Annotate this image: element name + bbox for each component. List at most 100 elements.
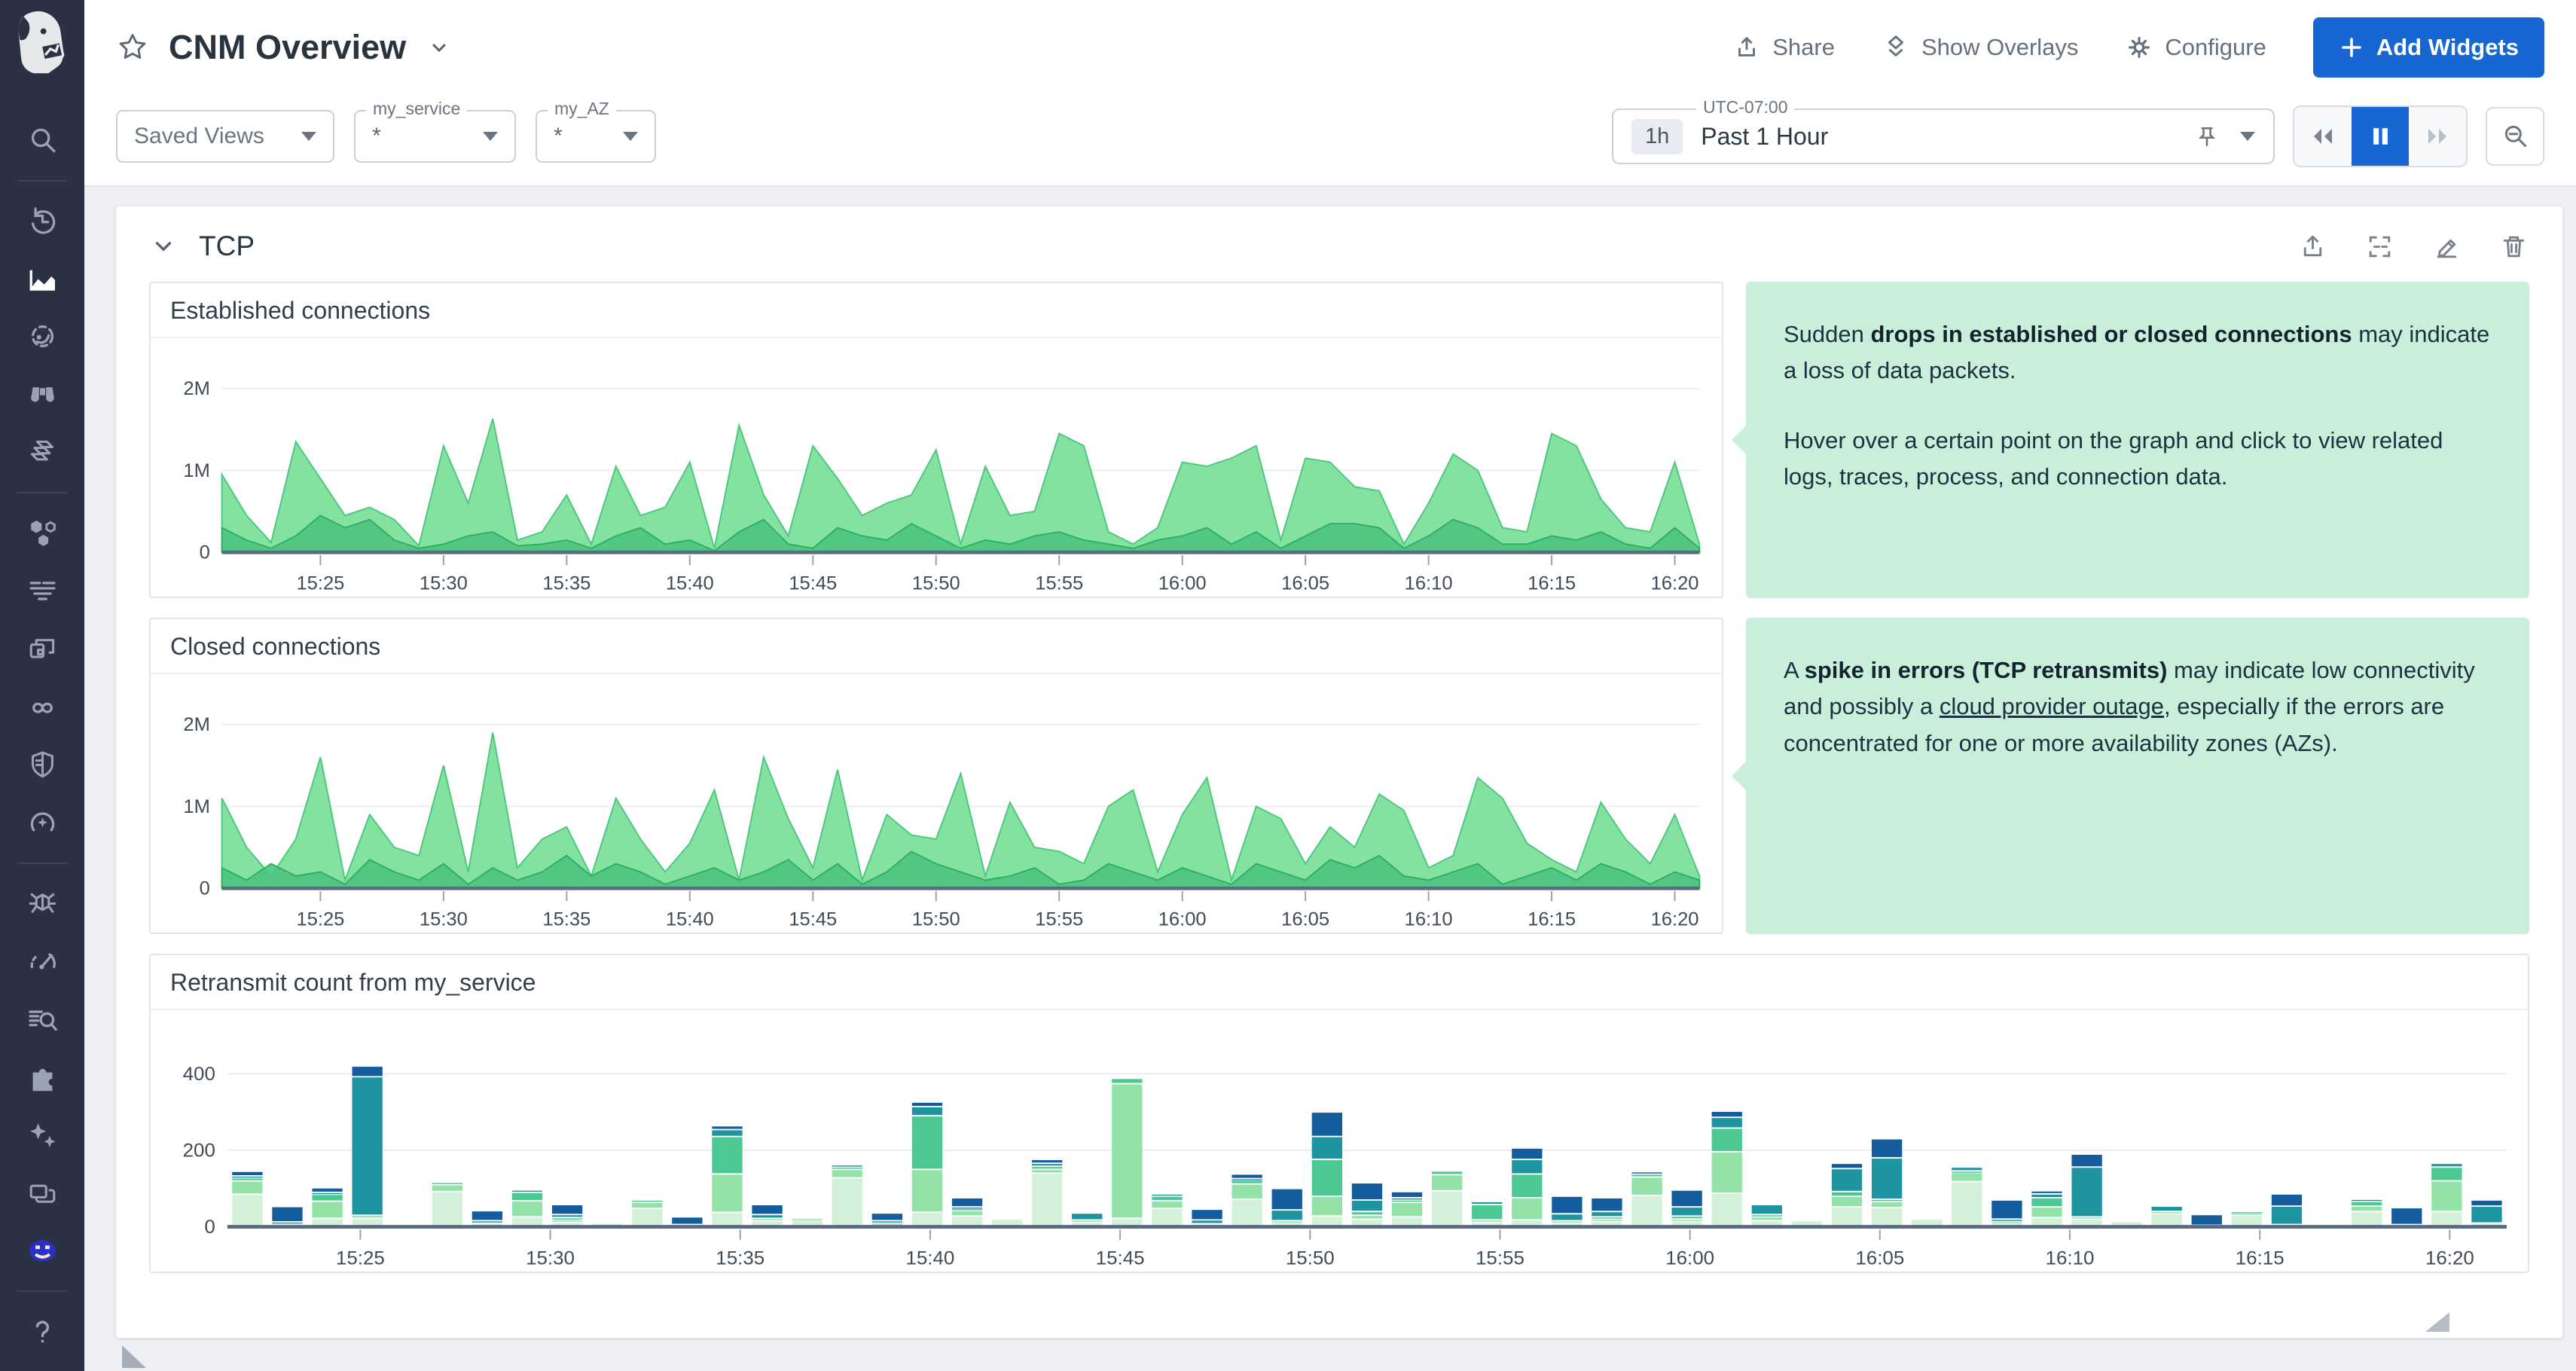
- group-resize-handle[interactable]: [2425, 1312, 2449, 1332]
- chevron-down-icon: [623, 132, 638, 141]
- sidebar-divider: [17, 1290, 67, 1292]
- widget-closed-connections[interactable]: Closed connections 01M2M15:2515:3015:351…: [149, 618, 1723, 934]
- svg-text:0: 0: [200, 878, 210, 899]
- variable-my-service-dropdown[interactable]: my_service *: [354, 110, 516, 163]
- pin-icon[interactable]: [2193, 123, 2220, 150]
- time-backward-button[interactable]: [2294, 107, 2352, 166]
- established-connections-chart[interactable]: 01M2M15:2515:3015:3515:4015:4515:5015:55…: [163, 344, 1710, 595]
- user-avatar[interactable]: [17, 1229, 67, 1272]
- add-widgets-button[interactable]: Add Widgets: [2313, 17, 2544, 78]
- sidebar: [0, 0, 84, 1371]
- time-pause-button[interactable]: [2352, 107, 2409, 166]
- time-playback-controls: [2293, 105, 2468, 167]
- saved-views-dropdown[interactable]: Saved Views: [116, 110, 334, 163]
- time-range-picker[interactable]: UTC-07:00 1h Past 1 Hour: [1612, 108, 2275, 164]
- page-title: CNM Overview: [169, 28, 406, 67]
- share-button[interactable]: Share: [1732, 33, 1835, 62]
- sidebar-item-dashboards[interactable]: [17, 258, 67, 301]
- sidebar-item-containers[interactable]: [17, 511, 67, 554]
- svg-text:15:40: 15:40: [905, 1248, 954, 1269]
- svg-text:15:30: 15:30: [526, 1248, 575, 1269]
- svg-text:15:55: 15:55: [1035, 909, 1083, 930]
- sidebar-item-search[interactable]: [17, 119, 67, 162]
- time-forward-button[interactable]: [2409, 107, 2466, 166]
- hexagons-icon: [25, 515, 60, 551]
- sidebar-item-ci[interactable]: [17, 686, 67, 728]
- sidebar-item-security[interactable]: [17, 744, 67, 786]
- svg-text:15:30: 15:30: [420, 573, 468, 594]
- security-shield-icon: [25, 747, 60, 783]
- overlays-icon: [1882, 33, 1910, 62]
- time-field-icons: [2193, 123, 2255, 150]
- group-collapse-chevron-icon[interactable]: [149, 232, 178, 261]
- svg-text:16:15: 16:15: [2236, 1248, 2285, 1269]
- widget-grid: Established connections 01M2M15:2515:301…: [149, 282, 2529, 1273]
- sidebar-item-audit[interactable]: [17, 998, 67, 1041]
- group-actions: [2297, 231, 2529, 262]
- datadog-logo-icon[interactable]: [10, 9, 75, 78]
- time-range-shortcut[interactable]: 1h: [1631, 119, 1683, 154]
- configure-button[interactable]: Configure: [2125, 33, 2266, 62]
- sidebar-item-rum[interactable]: [17, 627, 67, 670]
- sidebar-item-synthetics[interactable]: [17, 802, 67, 844]
- svg-text:16:00: 16:00: [1665, 1248, 1714, 1269]
- svg-text:16:20: 16:20: [2425, 1248, 2474, 1269]
- show-overlays-label: Show Overlays: [1921, 34, 2078, 61]
- svg-text:15:40: 15:40: [666, 909, 714, 930]
- sidebar-item-apm[interactable]: [17, 373, 67, 416]
- variable-my-az-dropdown[interactable]: my_AZ *: [536, 110, 656, 163]
- closed-connections-chart[interactable]: 01M2M15:2515:3015:3515:4015:4515:5015:55…: [163, 680, 1710, 931]
- plus-icon: [2339, 35, 2364, 60]
- svg-text:2M: 2M: [183, 379, 209, 399]
- variable-my-az-label: my_AZ: [548, 99, 616, 119]
- chevron-down-icon: [483, 132, 498, 141]
- sidebar-item-watchdog[interactable]: [17, 316, 67, 359]
- sidebar-item-integrations[interactable]: [17, 1055, 67, 1098]
- chevron-down-icon[interactable]: [2240, 132, 2255, 141]
- variable-my-service-value: *: [372, 124, 381, 149]
- svg-text:0: 0: [204, 1217, 215, 1238]
- copy-id-icon[interactable]: [2364, 231, 2395, 262]
- share-upload-icon: [1732, 33, 1761, 62]
- widget-established-connections[interactable]: Established connections 01M2M15:2515:301…: [149, 282, 1723, 598]
- sidebar-item-events[interactable]: [17, 200, 67, 243]
- sidebar-item-help[interactable]: [17, 1310, 67, 1353]
- sidebar-item-ai-assistant[interactable]: [17, 1113, 67, 1156]
- chart-wrap: 01M2M15:2515:3015:3515:4015:4515:5015:55…: [151, 674, 1722, 933]
- svg-text:16:00: 16:00: [1158, 909, 1207, 930]
- svg-text:15:25: 15:25: [336, 1248, 385, 1269]
- chevron-down-icon: [301, 132, 316, 141]
- sidebar-item-profiling[interactable]: [17, 940, 67, 983]
- apps-icon: [25, 631, 60, 667]
- sidebar-item-error-tracking[interactable]: [17, 882, 67, 925]
- delete-trash-icon[interactable]: [2498, 231, 2529, 262]
- zoom-out-button[interactable]: [2486, 107, 2544, 166]
- edit-pencil-icon[interactable]: [2431, 231, 2462, 262]
- widget-retransmit-count[interactable]: Retransmit count from my_service 0200400…: [149, 954, 2529, 1273]
- watchdog-icon: [25, 319, 60, 354]
- sidebar-item-workspaces[interactable]: [17, 1171, 67, 1214]
- group-title: TCP: [199, 231, 255, 262]
- bug-icon: [25, 886, 60, 921]
- history-icon: [25, 203, 60, 239]
- show-overlays-button[interactable]: Show Overlays: [1882, 33, 2078, 62]
- zoom-out-icon: [2499, 121, 2531, 152]
- svg-text:400: 400: [183, 1064, 215, 1084]
- svg-text:15:25: 15:25: [296, 573, 344, 594]
- sidebar-item-infrastructure[interactable]: [17, 431, 67, 474]
- sidebar-item-logs[interactable]: [17, 569, 67, 612]
- chart-wrap: 020040015:2515:3015:3515:4015:4515:5015:…: [151, 1010, 2528, 1272]
- svg-text:16:05: 16:05: [1281, 573, 1329, 594]
- retransmit-count-chart[interactable]: 020040015:2515:3015:3515:4015:4515:5015:…: [163, 1016, 2516, 1270]
- svg-text:15:35: 15:35: [542, 573, 591, 594]
- export-icon[interactable]: [2297, 231, 2328, 262]
- svg-text:16:05: 16:05: [1281, 909, 1329, 930]
- integrations-puzzle-icon: [25, 1059, 60, 1095]
- main-area: CNM Overview Share Show Overlays: [84, 0, 2576, 1371]
- title-chevron-down-icon[interactable]: [426, 34, 453, 61]
- sparkles-icon: [25, 1117, 60, 1153]
- dashboard-resize-handle[interactable]: [122, 1345, 146, 1368]
- svg-text:16:05: 16:05: [1855, 1248, 1904, 1269]
- svg-text:15:25: 15:25: [296, 909, 344, 930]
- favorite-star-icon[interactable]: [116, 31, 149, 64]
